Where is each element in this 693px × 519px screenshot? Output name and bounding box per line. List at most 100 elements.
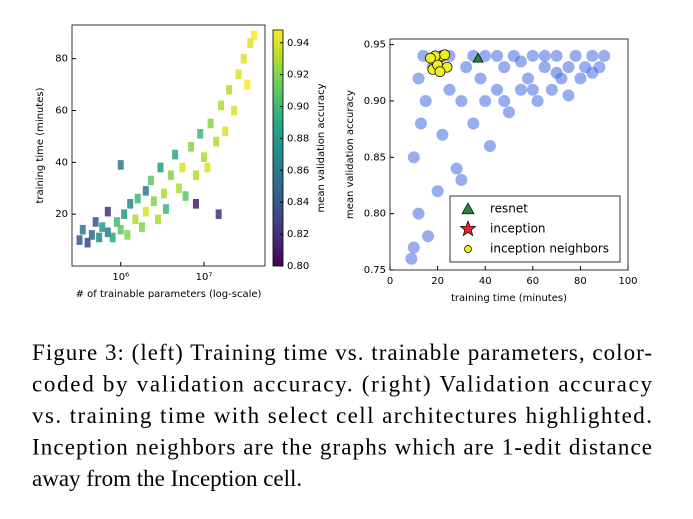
point	[586, 49, 599, 62]
colorbar-tick-label: 0.92	[287, 70, 309, 81]
point	[247, 38, 254, 48]
point	[138, 222, 145, 232]
point	[467, 117, 480, 130]
y-axis-label: training time (minutes)	[35, 87, 46, 203]
y-axis-label: mean validation accuracy	[345, 90, 356, 219]
point	[503, 106, 515, 119]
caption: Figure 3: (left) Training time vs. train…	[32, 340, 652, 491]
point	[491, 83, 504, 96]
point	[197, 129, 204, 139]
point	[121, 209, 128, 219]
point	[436, 128, 449, 141]
point	[175, 183, 182, 194]
point	[142, 206, 149, 217]
point	[483, 140, 496, 153]
point	[76, 235, 83, 245]
point	[545, 83, 558, 96]
point	[574, 72, 587, 85]
point	[142, 186, 149, 196]
colorbar	[272, 29, 284, 267]
y-tick-label: 40	[55, 157, 68, 168]
point	[163, 204, 170, 214]
point	[160, 188, 167, 199]
point	[562, 61, 575, 74]
point	[443, 83, 456, 96]
point	[109, 232, 116, 243]
point	[419, 94, 432, 107]
point	[117, 224, 124, 235]
legend-label: resnet	[490, 202, 528, 216]
point	[222, 126, 229, 137]
legend-label: inception neighbors	[490, 242, 609, 256]
point	[414, 117, 427, 130]
point	[479, 49, 492, 62]
point	[405, 252, 418, 265]
point	[538, 61, 551, 74]
point	[182, 191, 189, 201]
colorbar-tick-label: 0.86	[287, 165, 309, 176]
legend-box	[449, 195, 621, 263]
point	[240, 53, 247, 64]
y-tick-label: 20	[55, 209, 68, 220]
x-tick-label: 10⁷	[196, 272, 213, 283]
point	[132, 214, 139, 225]
legend-marker	[464, 245, 472, 253]
point	[207, 118, 214, 129]
x-tick-label: 40	[479, 276, 492, 287]
point	[412, 207, 425, 220]
point	[251, 30, 258, 41]
caption-line: away from the Inception cell.	[32, 466, 302, 491]
x-tick-label: 80	[574, 276, 587, 287]
point	[455, 173, 468, 186]
marker	[439, 49, 451, 61]
legend-marker	[459, 220, 477, 237]
point	[407, 151, 420, 164]
marker	[425, 52, 436, 64]
point	[127, 199, 134, 209]
y-tick-label: 0.90	[364, 96, 386, 107]
point	[538, 49, 551, 62]
point	[113, 217, 120, 227]
caption-line: vs. training time with select cell archi…	[32, 403, 652, 428]
plot-frame	[71, 24, 266, 267]
y-tick-label: 0.80	[364, 209, 386, 220]
point	[491, 49, 504, 62]
colorbar-tick-label: 0.88	[287, 133, 309, 144]
point	[124, 230, 131, 240]
legend-marker	[461, 202, 475, 215]
point	[150, 196, 157, 207]
point	[514, 55, 527, 68]
y-tick-label: 0.95	[364, 40, 386, 51]
x-tick-label: 0	[387, 276, 393, 287]
point	[522, 72, 535, 85]
point	[531, 94, 544, 107]
point	[201, 152, 208, 162]
point	[179, 162, 186, 173]
point	[526, 49, 539, 62]
y-tick-label: 0.75	[364, 265, 386, 276]
point	[172, 149, 179, 160]
point	[117, 160, 124, 170]
point	[412, 72, 425, 85]
point	[192, 170, 199, 181]
x-tick-label: 10⁶	[112, 272, 129, 283]
point	[244, 79, 251, 90]
point	[213, 136, 220, 147]
y-tick-label: 0.85	[364, 152, 386, 163]
colorbar-tick-label: 0.80	[287, 261, 309, 272]
point	[134, 193, 141, 204]
x-tick-label: 20	[431, 276, 444, 287]
colorbar-tick-label: 0.90	[287, 102, 309, 113]
point	[188, 141, 195, 152]
legend-label: inception	[490, 222, 546, 236]
x-axis-label: training time (minutes)	[451, 293, 567, 304]
point	[99, 222, 106, 232]
point	[84, 237, 91, 248]
point	[598, 49, 611, 62]
point	[450, 162, 463, 175]
point	[431, 185, 444, 198]
x-axis-label: # of trainable parameters (log-scale)	[76, 289, 262, 300]
caption-line: Inception neighbors are the graphs which…	[32, 435, 652, 460]
